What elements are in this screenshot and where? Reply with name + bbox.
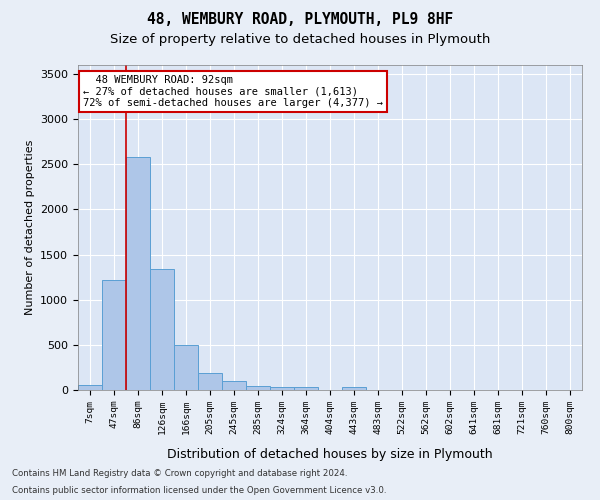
X-axis label: Distribution of detached houses by size in Plymouth: Distribution of detached houses by size … bbox=[167, 448, 493, 461]
Bar bbox=[126, 157, 150, 390]
Bar bbox=[198, 373, 222, 390]
Text: Contains HM Land Registry data © Crown copyright and database right 2024.: Contains HM Land Registry data © Crown c… bbox=[12, 468, 347, 477]
Bar bbox=[102, 280, 126, 390]
Text: 48, WEMBURY ROAD, PLYMOUTH, PL9 8HF: 48, WEMBURY ROAD, PLYMOUTH, PL9 8HF bbox=[147, 12, 453, 28]
Text: Size of property relative to detached houses in Plymouth: Size of property relative to detached ho… bbox=[110, 32, 490, 46]
Bar bbox=[270, 387, 294, 390]
Bar bbox=[222, 381, 246, 390]
Bar bbox=[246, 386, 270, 390]
Text: 48 WEMBURY ROAD: 92sqm
← 27% of detached houses are smaller (1,613)
72% of semi-: 48 WEMBURY ROAD: 92sqm ← 27% of detached… bbox=[83, 74, 383, 108]
Bar bbox=[78, 386, 102, 390]
Bar bbox=[294, 388, 318, 390]
Bar bbox=[150, 269, 174, 390]
Y-axis label: Number of detached properties: Number of detached properties bbox=[25, 140, 35, 315]
Bar bbox=[174, 345, 198, 390]
Bar bbox=[342, 387, 366, 390]
Text: Contains public sector information licensed under the Open Government Licence v3: Contains public sector information licen… bbox=[12, 486, 386, 495]
